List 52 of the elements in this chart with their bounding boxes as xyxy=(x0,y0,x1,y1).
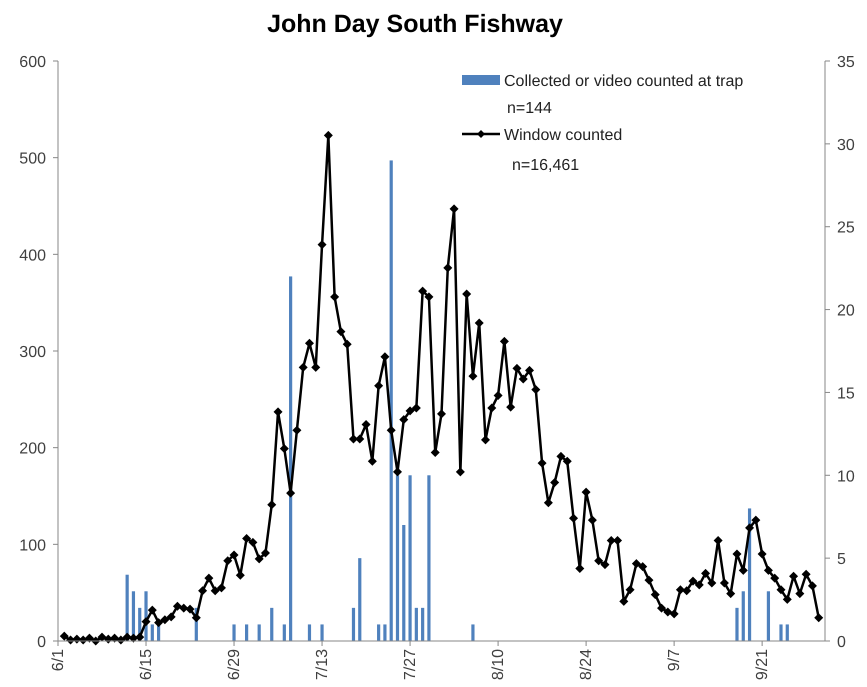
bar xyxy=(377,624,380,641)
y-tick-label: 300 xyxy=(19,344,46,361)
bar xyxy=(786,624,789,641)
y2-tick-label: 30 xyxy=(837,136,855,154)
x-tick-label: 8/24 xyxy=(578,648,596,680)
x-tick-label: 9/21 xyxy=(754,648,772,680)
bar xyxy=(258,624,261,641)
bar xyxy=(402,525,406,641)
bar xyxy=(352,608,356,641)
bar xyxy=(245,624,248,641)
bar xyxy=(383,624,387,641)
y-tick-label: 400 xyxy=(19,247,46,264)
bar xyxy=(766,591,770,641)
x-tick-label: 6/29 xyxy=(226,648,244,680)
bar xyxy=(742,591,745,641)
y-tick-label: 600 xyxy=(19,54,46,71)
bar xyxy=(308,624,312,641)
bar xyxy=(408,475,412,641)
bar xyxy=(320,624,324,641)
chart-title: John Day South Fishway xyxy=(267,10,564,38)
y-tick-label: 200 xyxy=(19,440,46,458)
x-tick-label: 7/13 xyxy=(314,648,332,680)
x-tick-label: 9/7 xyxy=(666,648,684,672)
legend-label: Window counted xyxy=(504,127,622,144)
y2-tick-label: 20 xyxy=(837,302,855,320)
annotation: n=16,461 xyxy=(512,157,580,174)
x-tick-label: 7/27 xyxy=(402,648,420,680)
bar xyxy=(735,608,739,641)
legend-label: Collected or video counted at trap xyxy=(504,73,744,90)
bar xyxy=(779,624,783,641)
y-tick-label: 0 xyxy=(37,634,46,651)
y2-tick-label: 5 xyxy=(837,551,846,568)
x-tick-label: 6/1 xyxy=(50,648,67,672)
bar xyxy=(471,624,475,641)
annotation: n=144 xyxy=(507,100,552,117)
bar xyxy=(282,624,286,641)
bar xyxy=(414,608,418,641)
y2-tick-label: 0 xyxy=(837,634,846,651)
bar xyxy=(358,558,362,641)
x-tick-label: 8/10 xyxy=(490,648,508,680)
bar xyxy=(150,624,154,641)
y-tick-label: 100 xyxy=(19,537,46,554)
y-tick-label: 500 xyxy=(19,150,46,168)
y2-tick-label: 35 xyxy=(837,54,855,71)
bar xyxy=(427,475,431,641)
bar xyxy=(270,608,274,641)
bar xyxy=(232,624,236,641)
y2-tick-label: 25 xyxy=(837,220,855,237)
bar xyxy=(421,608,424,641)
y2-tick-label: 10 xyxy=(837,468,855,486)
x-tick-label: 6/15 xyxy=(138,648,156,680)
y2-tick-label: 15 xyxy=(837,385,855,402)
